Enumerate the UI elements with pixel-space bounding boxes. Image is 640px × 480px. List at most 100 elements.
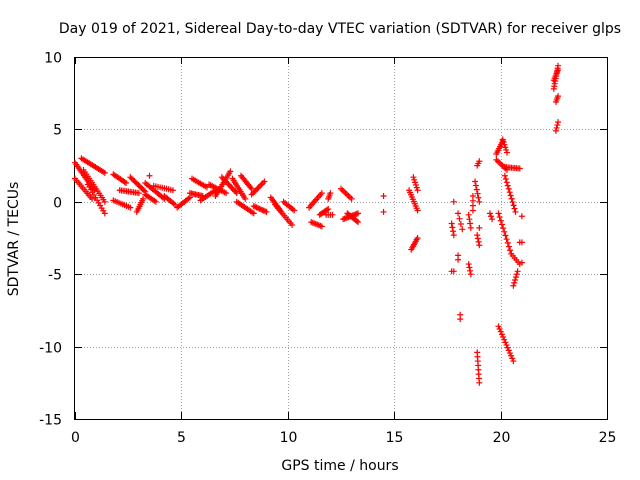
data-point xyxy=(554,122,561,129)
data-point xyxy=(474,235,481,242)
data-point xyxy=(455,256,462,263)
data-point xyxy=(135,182,142,189)
x-tick-label: 20 xyxy=(493,430,511,446)
data-point xyxy=(476,198,483,205)
data-point xyxy=(512,208,519,215)
data-point xyxy=(132,179,139,186)
data-point xyxy=(263,208,270,215)
data-point xyxy=(128,175,135,182)
data-point xyxy=(457,316,464,323)
data-point xyxy=(466,216,473,223)
data-point xyxy=(486,210,493,217)
data-point xyxy=(476,224,483,231)
data-point xyxy=(469,207,476,214)
x-tick-label: 0 xyxy=(71,430,80,446)
data-point xyxy=(502,232,509,239)
data-point xyxy=(476,158,483,165)
data-point xyxy=(101,169,108,176)
data-point xyxy=(89,195,96,202)
data-point xyxy=(474,232,481,239)
data-point xyxy=(555,93,562,100)
data-point xyxy=(506,189,513,196)
data-point xyxy=(503,236,510,243)
data-point xyxy=(134,180,141,187)
y-axis-label: SDTVAR / TECUs xyxy=(6,182,22,297)
data-point xyxy=(503,342,510,349)
data-point xyxy=(414,235,421,241)
data-point xyxy=(466,264,473,271)
data-point xyxy=(450,232,457,239)
data-point xyxy=(495,323,502,330)
data-point xyxy=(501,228,508,235)
data-point xyxy=(512,276,519,283)
data-point xyxy=(412,182,419,189)
data-point xyxy=(324,206,331,213)
x-tick-label: 25 xyxy=(599,430,617,446)
data-point xyxy=(127,174,134,181)
data-point xyxy=(518,259,525,266)
data-point xyxy=(476,242,483,249)
data-point xyxy=(505,347,512,354)
data-point xyxy=(261,178,268,185)
data-point xyxy=(553,124,560,131)
data-point xyxy=(507,192,514,199)
data-point xyxy=(327,190,334,197)
data-point xyxy=(251,188,258,195)
data-point xyxy=(502,144,509,151)
data-point xyxy=(223,190,230,197)
data-point xyxy=(380,193,387,200)
data-point xyxy=(152,198,159,205)
data-point xyxy=(514,268,521,275)
data-point xyxy=(449,224,456,231)
data-point xyxy=(509,199,516,206)
data-point xyxy=(495,210,502,217)
y-tick-label: -10 xyxy=(39,341,62,357)
data-point xyxy=(414,207,421,214)
data-point xyxy=(507,247,514,254)
data-point xyxy=(476,379,483,386)
data-point xyxy=(467,220,474,227)
y-tick-label: -15 xyxy=(39,413,62,429)
data-point xyxy=(456,215,463,222)
data-point xyxy=(501,172,508,179)
data-point xyxy=(503,179,510,186)
data-point xyxy=(467,267,474,274)
data-point xyxy=(504,239,511,246)
data-point xyxy=(140,195,147,202)
data-point xyxy=(505,185,512,192)
data-point xyxy=(101,198,108,205)
data-point xyxy=(512,274,519,281)
data-point xyxy=(355,219,362,226)
data-point xyxy=(123,179,130,186)
y-tick-label: 5 xyxy=(53,123,62,139)
data-point xyxy=(467,224,474,231)
plot-frame xyxy=(74,57,608,420)
data-point xyxy=(503,146,510,153)
data-point xyxy=(555,119,562,126)
data-point xyxy=(252,187,259,194)
data-point xyxy=(250,210,257,217)
data-point xyxy=(101,210,108,217)
data-point xyxy=(465,211,472,218)
data-point xyxy=(135,190,142,197)
data-point xyxy=(455,210,462,217)
data-point xyxy=(411,176,418,183)
data-point xyxy=(250,190,257,197)
data-point xyxy=(289,221,296,228)
data-point xyxy=(497,328,504,335)
x-tick-label: 10 xyxy=(280,430,298,446)
data-point xyxy=(413,184,420,191)
y-tick-label: 0 xyxy=(53,196,62,212)
data-point xyxy=(503,149,510,156)
data-point xyxy=(498,331,505,338)
data-point xyxy=(475,194,482,201)
data-point xyxy=(489,216,496,223)
data-point xyxy=(498,221,505,228)
data-point xyxy=(552,127,559,134)
y-tick-label: -5 xyxy=(48,268,62,284)
data-point xyxy=(504,344,511,351)
data-point xyxy=(473,186,480,193)
x-axis-label: GPS time / hours xyxy=(281,458,398,474)
data-point xyxy=(291,207,298,214)
